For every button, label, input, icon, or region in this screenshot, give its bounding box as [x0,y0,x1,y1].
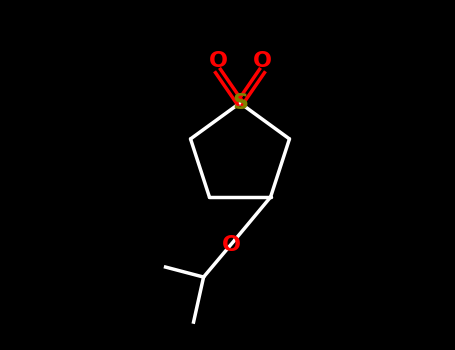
Text: O: O [222,235,241,255]
Text: O: O [253,51,272,71]
Text: O: O [208,51,228,71]
Text: S: S [232,93,248,113]
